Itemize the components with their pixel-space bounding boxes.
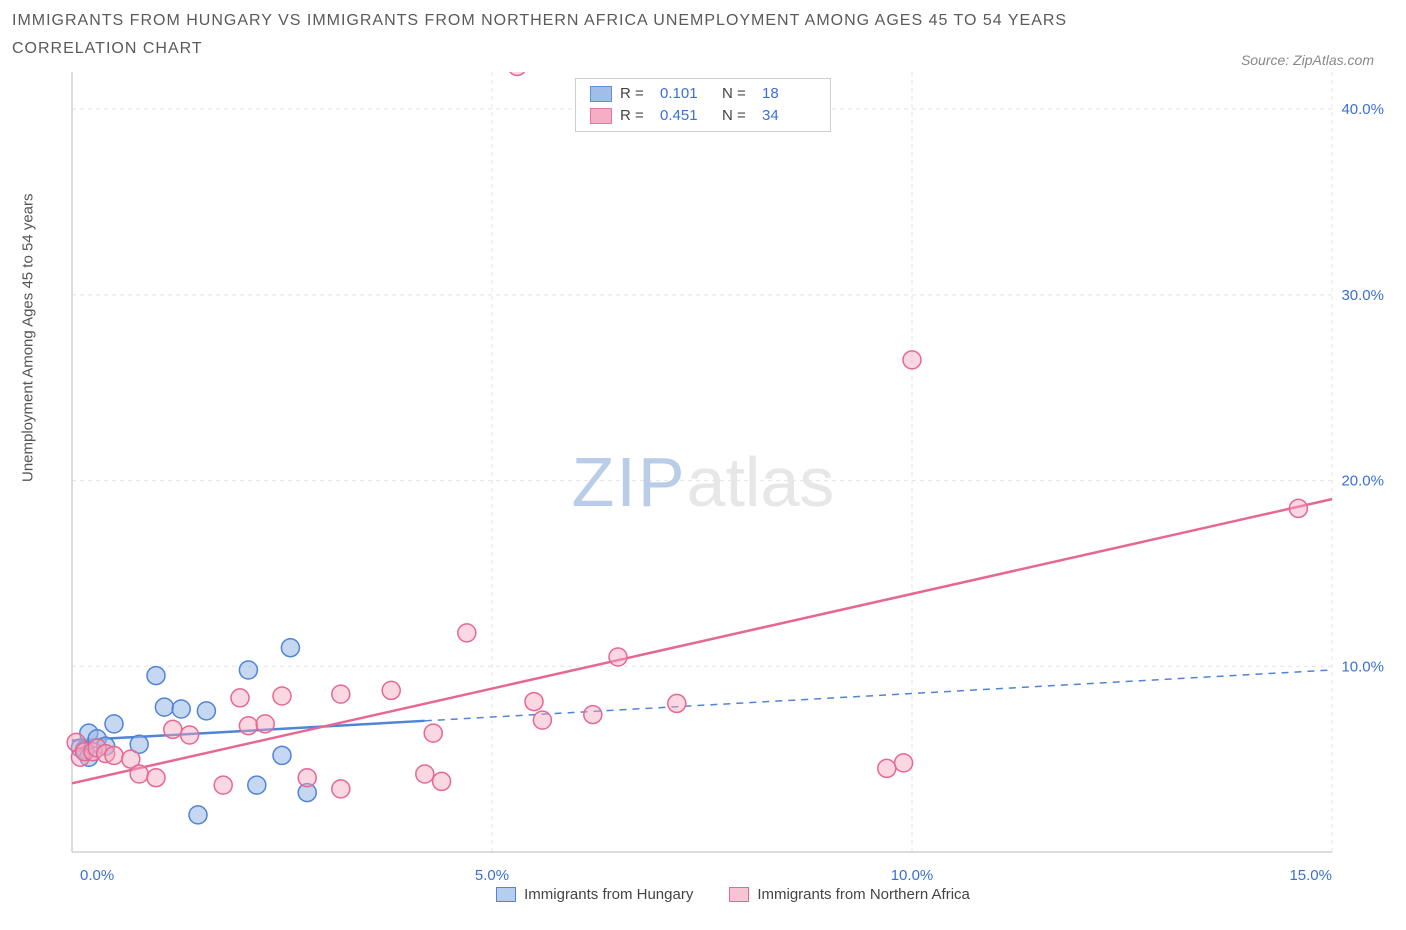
stats-row-nafrica: R = 0.451 N = 34 (590, 105, 816, 127)
stats-row-hungary: R = 0.101 N = 18 (590, 83, 816, 105)
r-value-hungary: 0.101 (660, 83, 714, 105)
n-label: N = (722, 105, 754, 127)
n-value-hungary: 18 (762, 83, 816, 105)
r-label: R = (620, 83, 652, 105)
stats-legend: R = 0.101 N = 18 R = 0.451 N = 34 (575, 78, 831, 132)
svg-text:20.0%: 20.0% (1341, 473, 1384, 490)
svg-text:5.0%: 5.0% (475, 867, 509, 884)
scatter-chart: 10.0% 20.0% 30.0% 40.0% 0.0% 5.0% 10.0% 15.0% (12, 72, 1394, 892)
chart-header: IMMIGRANTS FROM HUNGARY VS IMMIGRANTS FR… (12, 12, 1394, 68)
r-label: R = (620, 105, 652, 127)
n-value-nafrica: 34 (762, 105, 816, 127)
title-line-1: IMMIGRANTS FROM HUNGARY VS IMMIGRANTS FR… (12, 12, 1067, 30)
source-attribution: Source: ZipAtlas.com (1241, 52, 1374, 68)
title-block: IMMIGRANTS FROM HUNGARY VS IMMIGRANTS FR… (12, 12, 1067, 68)
n-label: N = (722, 83, 754, 105)
svg-text:10.0%: 10.0% (891, 867, 934, 884)
title-line-2: CORRELATION CHART (12, 40, 1067, 58)
chart-container: ZIPatlas R = 0.101 N = 18 R = 0.451 N = … (12, 72, 1394, 892)
r-value-nafrica: 0.451 (660, 105, 714, 127)
y-axis-label: Unemployment Among Ages 45 to 54 years (20, 193, 37, 482)
svg-text:10.0%: 10.0% (1341, 658, 1384, 675)
svg-text:15.0%: 15.0% (1289, 867, 1332, 884)
swatch-nafrica (590, 108, 612, 124)
swatch-hungary (590, 86, 612, 102)
svg-text:40.0%: 40.0% (1341, 101, 1384, 118)
svg-text:30.0%: 30.0% (1341, 287, 1384, 304)
svg-text:0.0%: 0.0% (80, 867, 114, 884)
